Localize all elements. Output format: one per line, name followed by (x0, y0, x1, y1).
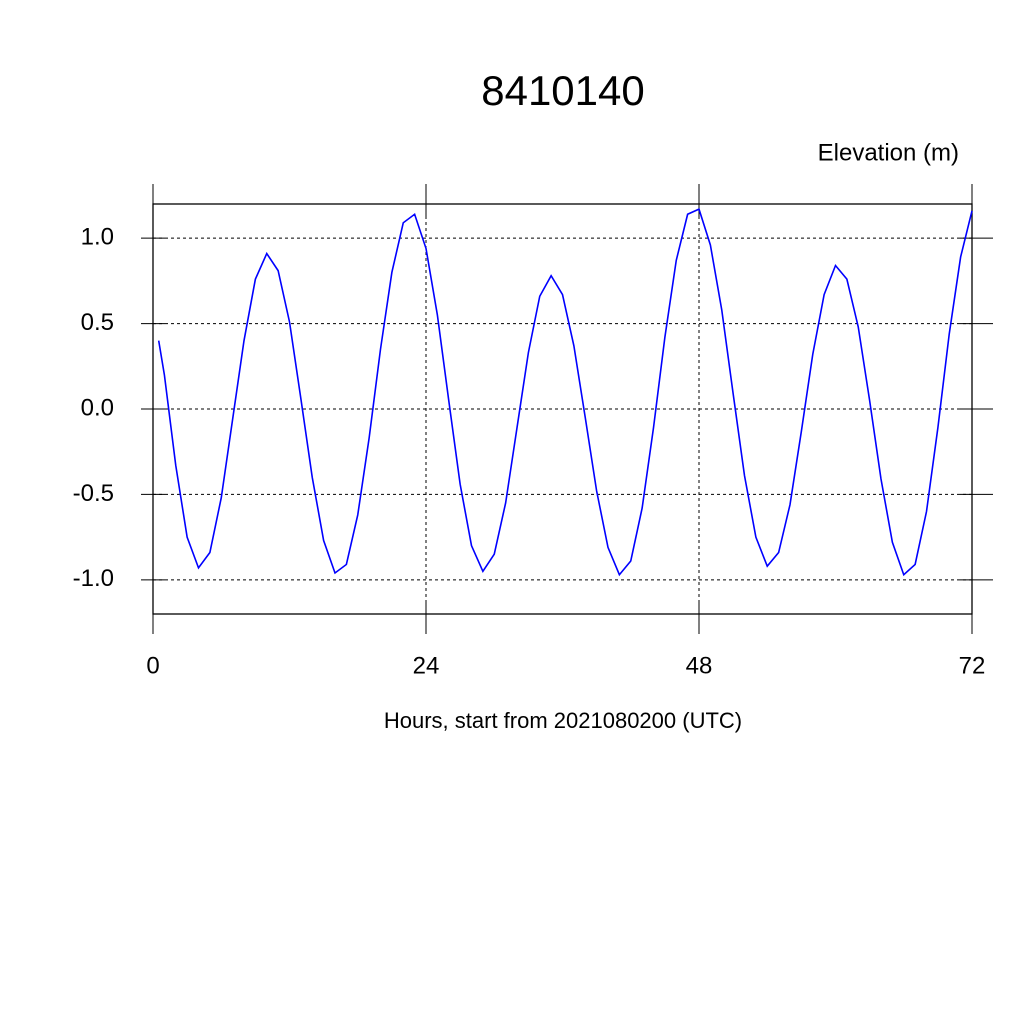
y-tick-label: 1.0 (81, 224, 114, 251)
x-tick-label: 24 (413, 652, 440, 679)
y-tick-label: 0.5 (81, 309, 114, 336)
x-tick-label: 48 (686, 652, 713, 679)
y-tick-label: 0.0 (81, 394, 114, 421)
y-axis-label: Elevation (m) (818, 139, 959, 166)
x-tick-label: 72 (959, 652, 986, 679)
data-line (157, 208, 973, 577)
x-tick-label: 0 (146, 652, 159, 679)
y-tick-label: -0.5 (73, 480, 114, 507)
chart-title: 8410140 (481, 67, 645, 114)
y-tick-label: -1.0 (73, 565, 114, 592)
x-axis-label: Hours, start from 2021080200 (UTC) (384, 708, 742, 733)
